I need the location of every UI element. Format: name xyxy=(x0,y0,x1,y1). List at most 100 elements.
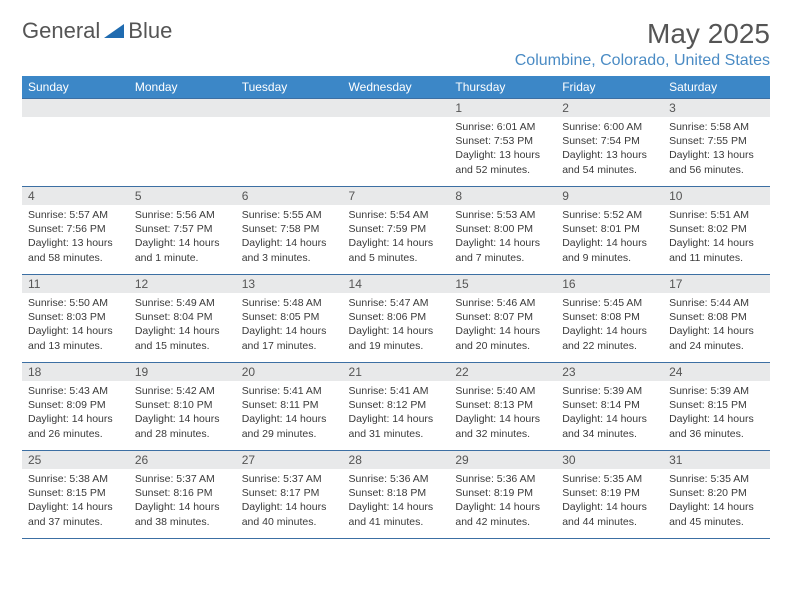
calendar-cell: 11Sunrise: 5:50 AMSunset: 8:03 PMDayligh… xyxy=(22,275,129,363)
daylight-text-1: Daylight: 14 hours xyxy=(562,236,657,250)
calendar-cell xyxy=(236,99,343,187)
daylight-text-1: Daylight: 14 hours xyxy=(669,324,764,338)
sunset-text: Sunset: 8:09 PM xyxy=(28,398,123,412)
day-details: Sunrise: 5:44 AMSunset: 8:08 PMDaylight:… xyxy=(663,293,770,357)
daylight-text-2: and 36 minutes. xyxy=(669,427,764,441)
daylight-text-1: Daylight: 14 hours xyxy=(455,412,550,426)
calendar-cell: 3Sunrise: 5:58 AMSunset: 7:55 PMDaylight… xyxy=(663,99,770,187)
daylight-text-2: and 56 minutes. xyxy=(669,163,764,177)
day-number: 4 xyxy=(22,187,129,205)
calendar-cell xyxy=(129,99,236,187)
calendar-cell: 28Sunrise: 5:36 AMSunset: 8:18 PMDayligh… xyxy=(343,451,450,539)
daylight-text-2: and 11 minutes. xyxy=(669,251,764,265)
day-number-empty xyxy=(343,99,450,117)
daylight-text-1: Daylight: 14 hours xyxy=(135,324,230,338)
sunset-text: Sunset: 8:15 PM xyxy=(28,486,123,500)
calendar-cell: 25Sunrise: 5:38 AMSunset: 8:15 PMDayligh… xyxy=(22,451,129,539)
day-details: Sunrise: 5:42 AMSunset: 8:10 PMDaylight:… xyxy=(129,381,236,445)
day-details: Sunrise: 6:00 AMSunset: 7:54 PMDaylight:… xyxy=(556,117,663,181)
sunrise-text: Sunrise: 5:35 AM xyxy=(669,472,764,486)
day-details: Sunrise: 5:35 AMSunset: 8:19 PMDaylight:… xyxy=(556,469,663,533)
daylight-text-1: Daylight: 14 hours xyxy=(28,412,123,426)
sunset-text: Sunset: 8:16 PM xyxy=(135,486,230,500)
daylight-text-2: and 3 minutes. xyxy=(242,251,337,265)
calendar-cell xyxy=(22,99,129,187)
sunrise-text: Sunrise: 5:51 AM xyxy=(669,208,764,222)
calendar-cell: 27Sunrise: 5:37 AMSunset: 8:17 PMDayligh… xyxy=(236,451,343,539)
day-details: Sunrise: 5:41 AMSunset: 8:11 PMDaylight:… xyxy=(236,381,343,445)
day-number: 9 xyxy=(556,187,663,205)
calendar-cell: 22Sunrise: 5:40 AMSunset: 8:13 PMDayligh… xyxy=(449,363,556,451)
sunrise-text: Sunrise: 5:39 AM xyxy=(562,384,657,398)
day-details: Sunrise: 5:53 AMSunset: 8:00 PMDaylight:… xyxy=(449,205,556,269)
calendar-cell: 31Sunrise: 5:35 AMSunset: 8:20 PMDayligh… xyxy=(663,451,770,539)
calendar-table: SundayMondayTuesdayWednesdayThursdayFrid… xyxy=(22,76,770,539)
sunset-text: Sunset: 8:15 PM xyxy=(669,398,764,412)
sunset-text: Sunset: 8:02 PM xyxy=(669,222,764,236)
day-details: Sunrise: 5:45 AMSunset: 8:08 PMDaylight:… xyxy=(556,293,663,357)
calendar-cell: 29Sunrise: 5:36 AMSunset: 8:19 PMDayligh… xyxy=(449,451,556,539)
sunrise-text: Sunrise: 5:44 AM xyxy=(669,296,764,310)
sunset-text: Sunset: 7:56 PM xyxy=(28,222,123,236)
sunset-text: Sunset: 7:54 PM xyxy=(562,134,657,148)
daylight-text-1: Daylight: 14 hours xyxy=(242,236,337,250)
calendar-cell: 24Sunrise: 5:39 AMSunset: 8:15 PMDayligh… xyxy=(663,363,770,451)
day-details: Sunrise: 5:38 AMSunset: 8:15 PMDaylight:… xyxy=(22,469,129,533)
sunset-text: Sunset: 8:12 PM xyxy=(349,398,444,412)
day-number: 6 xyxy=(236,187,343,205)
sunrise-text: Sunrise: 5:47 AM xyxy=(349,296,444,310)
day-number: 26 xyxy=(129,451,236,469)
day-number: 1 xyxy=(449,99,556,117)
calendar-cell: 16Sunrise: 5:45 AMSunset: 8:08 PMDayligh… xyxy=(556,275,663,363)
daylight-text-2: and 13 minutes. xyxy=(28,339,123,353)
day-details: Sunrise: 5:48 AMSunset: 8:05 PMDaylight:… xyxy=(236,293,343,357)
daylight-text-1: Daylight: 13 hours xyxy=(669,148,764,162)
day-number: 21 xyxy=(343,363,450,381)
daylight-text-1: Daylight: 14 hours xyxy=(349,236,444,250)
daylight-text-2: and 58 minutes. xyxy=(28,251,123,265)
daylight-text-2: and 42 minutes. xyxy=(455,515,550,529)
day-number-empty xyxy=(236,99,343,117)
day-details: Sunrise: 5:40 AMSunset: 8:13 PMDaylight:… xyxy=(449,381,556,445)
title-block: May 2025 Columbine, Colorado, United Sta… xyxy=(515,18,770,70)
daylight-text-2: and 20 minutes. xyxy=(455,339,550,353)
sunset-text: Sunset: 8:08 PM xyxy=(562,310,657,324)
daylight-text-1: Daylight: 14 hours xyxy=(28,324,123,338)
calendar-cell: 1Sunrise: 6:01 AMSunset: 7:53 PMDaylight… xyxy=(449,99,556,187)
sunset-text: Sunset: 8:05 PM xyxy=(242,310,337,324)
day-header: Saturday xyxy=(663,76,770,99)
sunset-text: Sunset: 8:01 PM xyxy=(562,222,657,236)
daylight-text-1: Daylight: 14 hours xyxy=(455,324,550,338)
day-number: 25 xyxy=(22,451,129,469)
day-details: Sunrise: 5:57 AMSunset: 7:56 PMDaylight:… xyxy=(22,205,129,269)
daylight-text-2: and 24 minutes. xyxy=(669,339,764,353)
day-number: 16 xyxy=(556,275,663,293)
sunrise-text: Sunrise: 5:55 AM xyxy=(242,208,337,222)
calendar-cell: 17Sunrise: 5:44 AMSunset: 8:08 PMDayligh… xyxy=(663,275,770,363)
day-number-empty xyxy=(129,99,236,117)
daylight-text-2: and 29 minutes. xyxy=(242,427,337,441)
day-number: 24 xyxy=(663,363,770,381)
calendar-cell: 2Sunrise: 6:00 AMSunset: 7:54 PMDaylight… xyxy=(556,99,663,187)
calendar-cell: 6Sunrise: 5:55 AMSunset: 7:58 PMDaylight… xyxy=(236,187,343,275)
day-header-row: SundayMondayTuesdayWednesdayThursdayFrid… xyxy=(22,76,770,99)
daylight-text-2: and 37 minutes. xyxy=(28,515,123,529)
daylight-text-1: Daylight: 14 hours xyxy=(562,500,657,514)
day-details: Sunrise: 5:47 AMSunset: 8:06 PMDaylight:… xyxy=(343,293,450,357)
daylight-text-1: Daylight: 14 hours xyxy=(349,412,444,426)
daylight-text-1: Daylight: 14 hours xyxy=(455,236,550,250)
daylight-text-2: and 17 minutes. xyxy=(242,339,337,353)
daylight-text-1: Daylight: 14 hours xyxy=(562,412,657,426)
month-year: May 2025 xyxy=(515,18,770,50)
day-details: Sunrise: 5:52 AMSunset: 8:01 PMDaylight:… xyxy=(556,205,663,269)
calendar-cell: 15Sunrise: 5:46 AMSunset: 8:07 PMDayligh… xyxy=(449,275,556,363)
day-number: 29 xyxy=(449,451,556,469)
day-number: 20 xyxy=(236,363,343,381)
daylight-text-2: and 1 minute. xyxy=(135,251,230,265)
daylight-text-2: and 40 minutes. xyxy=(242,515,337,529)
sunrise-text: Sunrise: 5:35 AM xyxy=(562,472,657,486)
day-number: 23 xyxy=(556,363,663,381)
sunrise-text: Sunrise: 5:40 AM xyxy=(455,384,550,398)
sunrise-text: Sunrise: 5:42 AM xyxy=(135,384,230,398)
daylight-text-2: and 34 minutes. xyxy=(562,427,657,441)
